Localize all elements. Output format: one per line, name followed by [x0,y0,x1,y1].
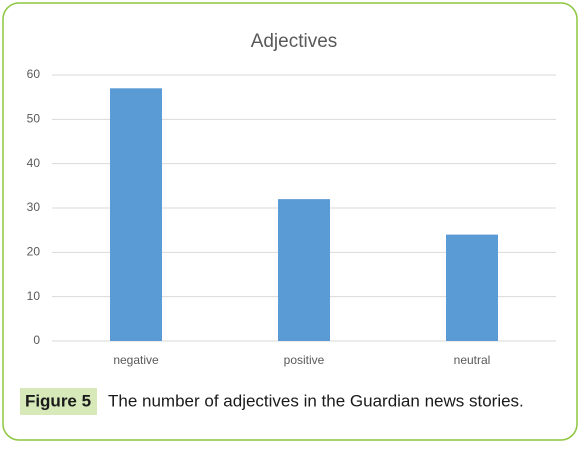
x-tick-label: negative [113,353,159,367]
bar [110,88,162,341]
chart-title: Adjectives [251,31,338,52]
bar [278,199,330,341]
x-tick-label: neutral [454,353,491,367]
y-tick-label: 0 [33,333,40,347]
y-tick-label: 60 [27,67,41,81]
y-tick-label: 20 [27,245,41,259]
figure-label: Figure 5 [25,391,91,410]
y-tick-label: 10 [27,289,41,303]
bar [446,234,498,341]
y-tick-label: 50 [27,112,41,126]
figure-caption: The number of adjectives in the Guardian… [108,391,524,410]
y-tick-label: 40 [27,156,41,170]
figure-label-bg [20,388,97,415]
y-tick-label: 30 [27,200,41,214]
x-tick-label: positive [284,353,325,367]
